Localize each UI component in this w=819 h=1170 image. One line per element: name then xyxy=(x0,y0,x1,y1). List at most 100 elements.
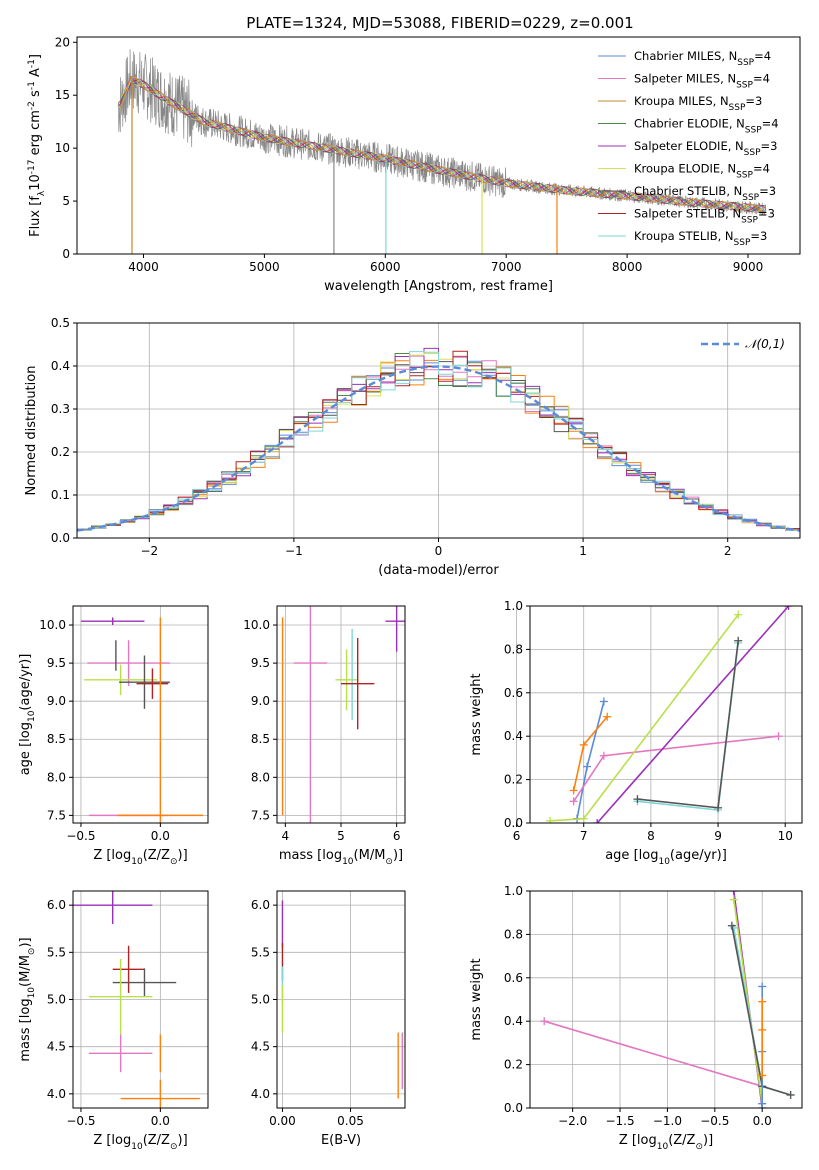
label-part: SSP xyxy=(736,171,753,181)
y-tick-label: 0.2 xyxy=(504,773,523,787)
x-tick-label: 9 xyxy=(714,829,722,843)
x-axis-label: mass [log10(M/M⊙)] xyxy=(279,848,403,867)
x-tick-label: 6 xyxy=(393,829,401,843)
x-tick-label: 8 xyxy=(647,829,655,843)
x-tick-label: 0.00 xyxy=(269,1114,296,1128)
series-lines xyxy=(546,606,793,823)
x-tick-label: 10 xyxy=(778,829,793,843)
y-tick-label: 0.0 xyxy=(504,816,523,830)
label-part: A xyxy=(28,68,43,81)
legend-label: Salpeter MILES, NSSP=4 xyxy=(634,72,770,91)
x-tick-label: 6000 xyxy=(370,260,401,274)
label-part: Kroupa STELIB, N xyxy=(634,229,734,243)
x-tick-label: 8000 xyxy=(612,260,643,274)
label-part: age [log xyxy=(18,722,33,775)
y-tick-label: 8.0 xyxy=(251,770,270,784)
label-part: ] xyxy=(28,54,43,59)
y-axis-label: mass weight xyxy=(469,958,484,1040)
age_vs_Z-panel: −0.5 0.07.58.08.59.09.510.0Z [log10(Z/Z⊙)… xyxy=(18,605,209,867)
x-tick-label: 7 xyxy=(580,829,588,843)
label-part: mass weight xyxy=(469,673,484,755)
label-part: =3 xyxy=(761,139,778,153)
x-axis-label: age [log10(age/yr)] xyxy=(605,848,727,867)
y-tick-label: 0.5 xyxy=(51,316,70,330)
label-part: -1 xyxy=(27,59,37,68)
axes-frame xyxy=(276,890,406,1109)
x-tick-label: 0.05 xyxy=(337,1114,364,1128)
label-part: mass weight xyxy=(469,958,484,1040)
x-tick-label: 0.0 xyxy=(753,1114,772,1128)
label-part: ⊙ xyxy=(170,857,178,867)
axes-frame xyxy=(529,605,803,824)
y-tick-label: 8.5 xyxy=(47,732,66,746)
y-tick-label: 10 xyxy=(55,141,70,155)
x-tick-label: 0.0 xyxy=(151,1114,170,1128)
series-line xyxy=(550,614,739,822)
y-tick-label: 0.2 xyxy=(504,1058,523,1072)
label-part: Salpeter STELIB, N xyxy=(634,207,741,221)
y-tick-label: 4.5 xyxy=(47,1040,66,1054)
histograms xyxy=(77,347,800,533)
y-tick-label: 9.0 xyxy=(251,694,270,708)
y-axis-label: Normed distribution xyxy=(24,366,39,496)
model-spectrum-line xyxy=(118,77,766,212)
y-tick-label: 4.0 xyxy=(47,1087,66,1101)
y-tick-label: 0.2 xyxy=(51,445,70,459)
y-axis-label: mass [log10(M/M⊙)] xyxy=(18,937,37,1061)
label-part: -2 xyxy=(27,101,37,110)
label-part: 10 xyxy=(657,1142,669,1152)
label-part: ⊙ xyxy=(385,857,393,867)
y-tick-label: 8.5 xyxy=(251,732,270,746)
y-axis-label: Flux [fλ10-17 erg cm-2 s-1 A-1] xyxy=(27,54,47,237)
label-part: (M/M xyxy=(18,955,33,987)
y-tick-label: 0.8 xyxy=(504,642,523,656)
y-tick-label: 0.8 xyxy=(504,927,523,941)
label-part: 10 xyxy=(28,174,43,191)
label-part: Chabrier MILES, N xyxy=(634,49,737,63)
x-tick-label: 2 xyxy=(724,544,732,558)
y-tick-label: 0.4 xyxy=(504,729,523,743)
label-part: mass [log xyxy=(279,848,342,863)
y-tick-label: 5.5 xyxy=(47,945,66,959)
mass_weight_vs_Z-panel: −2.0 −1.5 −1.0 −0.5 0.0 0.0 0.2 0.4 0.6 0.8 1.0 Z [… xyxy=(469,884,803,1152)
label-part: Normed distribution xyxy=(24,366,39,496)
y-tick-label: 0 xyxy=(62,247,70,261)
y-tick-label: 1.0 xyxy=(504,884,523,898)
label-part: (age/yr)] xyxy=(18,654,33,711)
label-part: =4 xyxy=(753,72,770,86)
label-part: -1 xyxy=(27,81,37,90)
x-axis-label: Z [log10(Z/Z⊙)] xyxy=(93,1133,187,1152)
label-part: 10 xyxy=(131,1142,143,1152)
x-axis-label: (data-model)/error xyxy=(378,563,499,578)
figure-title: PLATE=1324, MJD=53088, FIBERID=0229, z=0… xyxy=(246,14,633,32)
label-part: Z [log xyxy=(619,1133,657,1148)
label-part: (M/M xyxy=(354,848,386,863)
legend-label: Kroupa ELODIE, NSSP=4 xyxy=(634,162,770,181)
label-part: (Z/Z xyxy=(143,848,170,863)
axes-frame xyxy=(72,890,209,1109)
model-spectrum-line xyxy=(118,75,766,214)
y-tick-label: 0.4 xyxy=(51,359,70,373)
label-part: erg cm xyxy=(28,110,43,159)
y-tick-label: 0.0 xyxy=(51,531,70,545)
model-spectrum-line xyxy=(118,81,765,212)
label-part: λ xyxy=(37,190,47,196)
y-tick-label: 9.5 xyxy=(47,656,66,670)
x-tick-label: −2.0 xyxy=(558,1114,587,1128)
y-tick-label: 8.0 xyxy=(47,770,66,784)
y-tick-label: 4.0 xyxy=(251,1087,270,1101)
y-tick-label: 7.5 xyxy=(251,808,270,822)
gaussian-curve xyxy=(77,365,800,532)
y-tick-label: 6.0 xyxy=(251,898,270,912)
label-part: Salpeter ELODIE, N xyxy=(634,139,744,153)
label-part: SSP xyxy=(744,148,761,158)
mass_vs_ebv-panel: 0.00 0.05 4.0 4.5 5.0 5.5 6.0 E(B-V) xyxy=(251,890,406,1148)
y-tick-label: 6.0 xyxy=(47,898,66,912)
axes-frame xyxy=(276,605,406,824)
label-part: Z [log xyxy=(93,848,131,863)
axes-frame xyxy=(72,605,209,824)
x-axis-label: Z [log10(Z/Z⊙)] xyxy=(619,1133,713,1152)
y-axis-label: mass weight xyxy=(469,673,484,755)
axes-frame xyxy=(76,36,801,255)
